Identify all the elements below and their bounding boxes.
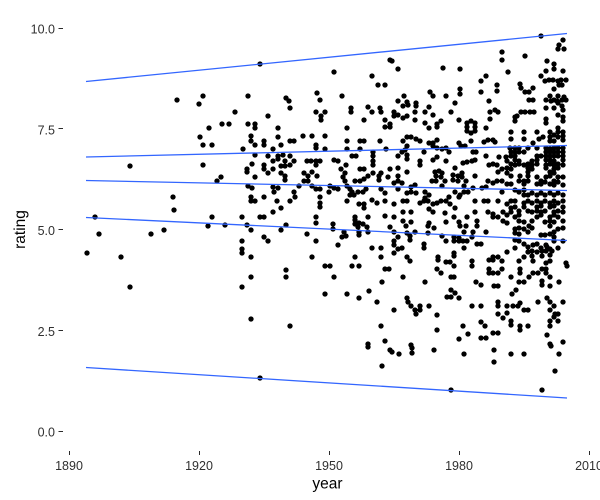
svg-text:5.0: 5.0 xyxy=(38,224,55,238)
svg-text:7.5: 7.5 xyxy=(38,123,55,137)
svg-text:1950: 1950 xyxy=(315,459,343,473)
svg-text:rating: rating xyxy=(12,210,29,249)
svg-text:1980: 1980 xyxy=(445,459,473,473)
svg-text:1920: 1920 xyxy=(185,459,213,473)
svg-text:0.0: 0.0 xyxy=(38,426,55,440)
svg-text:1890: 1890 xyxy=(55,459,83,473)
svg-text:year: year xyxy=(312,476,342,493)
svg-text:2.5: 2.5 xyxy=(38,325,55,339)
svg-text:2010: 2010 xyxy=(575,459,600,473)
svg-text:10.0: 10.0 xyxy=(31,23,55,37)
